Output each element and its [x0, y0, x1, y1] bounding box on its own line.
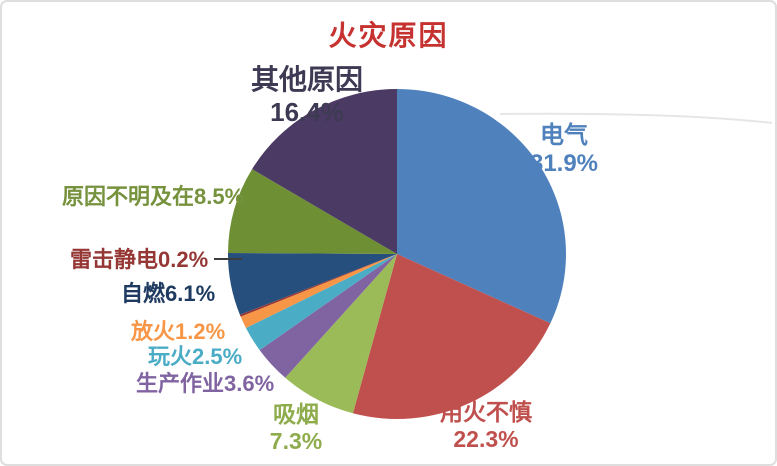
- label-playing-with-fire-name: 玩火: [148, 344, 193, 369]
- label-smoking-pct: 7.3%: [269, 428, 323, 454]
- label-production-work: 生产作业3.6%: [136, 371, 274, 397]
- label-electrical: 电气 31.9%: [512, 122, 616, 178]
- pie-slice-unknown-cause: [228, 169, 397, 254]
- pie-slice-smoking: [285, 254, 397, 414]
- label-careless-fire-use-name: 用火不慎: [440, 399, 532, 425]
- pie-slice-playing-with-fire: [245, 254, 397, 351]
- label-spontaneous-combustion-name: 自燃: [121, 281, 166, 306]
- pie-slice-lightning-static: [239, 254, 397, 317]
- pie-slice-other-causes: [252, 89, 397, 254]
- label-unknown-cause-pct: 8.5%: [194, 184, 245, 209]
- pie-slice-production-work: [259, 254, 397, 378]
- label-playing-with-fire: 玩火2.5%: [148, 344, 242, 370]
- label-lightning-static-pct: 0.2%: [158, 247, 209, 272]
- label-production-work-pct: 3.6%: [224, 371, 275, 396]
- label-playing-with-fire-pct: 2.5%: [192, 344, 243, 369]
- label-smoking-name: 吸烟: [273, 401, 319, 427]
- pie-slice-arson: [240, 254, 397, 328]
- label-spontaneous-combustion-pct: 6.1%: [165, 281, 216, 306]
- label-careless-fire-use: 用火不慎 22.3%: [428, 399, 544, 453]
- label-smoking: 吸烟 7.3%: [248, 401, 344, 455]
- label-electrical-pct: 31.9%: [529, 150, 599, 177]
- label-unknown-cause-name: 原因不明及在: [62, 184, 195, 209]
- label-arson: 放火1.2%: [131, 319, 225, 345]
- chart-title: 火灾原因: [328, 20, 449, 51]
- pie-slice-careless-fire-use: [352, 254, 551, 419]
- pie-slice-electrical: [397, 89, 566, 324]
- pie-slice-spontaneous-combustion: [227, 252, 397, 315]
- leader-line: [214, 258, 242, 260]
- label-lightning-static-name: 雷击静电: [70, 247, 159, 272]
- label-lightning-static: 雷击静电0.2%: [70, 247, 208, 273]
- label-other-causes: 其他原因 16.4%: [230, 64, 384, 128]
- label-careless-fire-use-pct: 22.3%: [453, 426, 519, 452]
- label-arson-name: 放火: [131, 319, 176, 344]
- label-production-work-name: 生产作业: [136, 371, 225, 396]
- pie-slices: [227, 89, 566, 419]
- label-electrical-name: 电气: [540, 122, 588, 149]
- label-arson-pct: 1.2%: [175, 319, 226, 344]
- label-other-causes-name: 其他原因: [250, 64, 363, 95]
- label-other-causes-pct: 16.4%: [270, 97, 344, 127]
- label-spontaneous-combustion: 自燃6.1%: [121, 281, 215, 307]
- decorative-arc: [499, 112, 773, 124]
- label-unknown-cause: 原因不明及在8.5%: [62, 184, 244, 210]
